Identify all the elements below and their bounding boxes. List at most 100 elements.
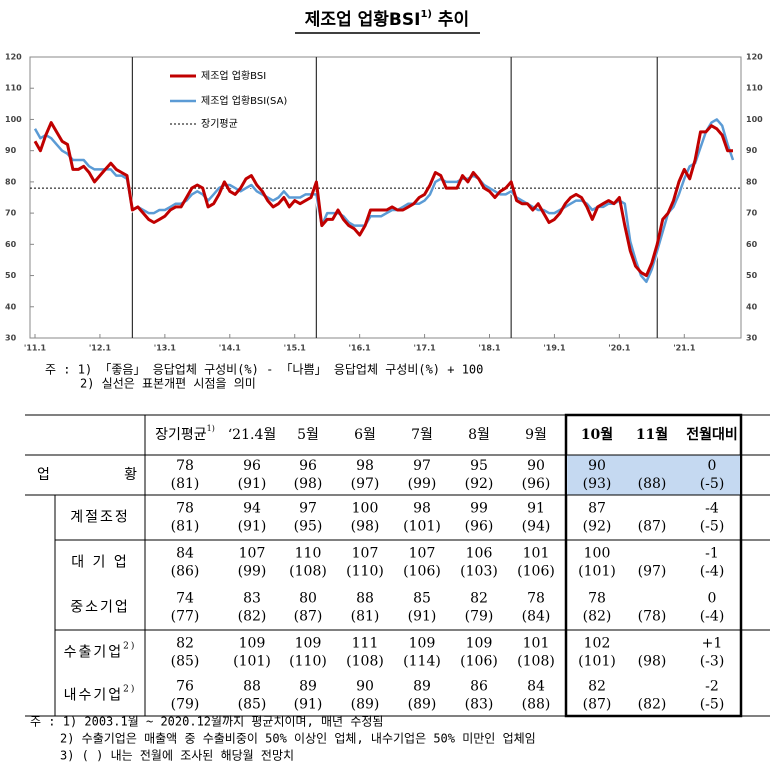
table-cell: 100 bbox=[584, 546, 611, 562]
table-cell: 96 bbox=[243, 458, 261, 474]
table-cell: (108) bbox=[289, 564, 327, 580]
table-cell: 82 bbox=[176, 636, 194, 652]
row-label-text: 내수기업 bbox=[64, 688, 124, 704]
table-cell: (91) bbox=[294, 697, 323, 713]
table-cell: (-5) bbox=[700, 697, 725, 713]
table-cell: (92) bbox=[583, 519, 612, 535]
table-cell: 109 bbox=[295, 636, 322, 652]
table-cell: 107 bbox=[239, 546, 266, 562]
table-cell: 97 bbox=[413, 458, 431, 474]
y2-tick-label: 80 bbox=[746, 177, 758, 186]
table-cell: (99) bbox=[238, 564, 267, 580]
y-tick-label: 90 bbox=[5, 146, 17, 155]
table-cell: 109 bbox=[239, 636, 266, 652]
table-cell: (81) bbox=[351, 609, 380, 625]
table-cell: 74 bbox=[176, 591, 194, 607]
table-cell: (79) bbox=[171, 697, 200, 713]
table-cell: (85) bbox=[171, 654, 200, 670]
table-cell: +1 bbox=[702, 636, 723, 652]
table-cell: (-4) bbox=[700, 564, 725, 580]
row-label-sup: 2) bbox=[123, 640, 136, 651]
table-cell: (98) bbox=[294, 476, 323, 492]
table-cell: (88) bbox=[638, 476, 667, 492]
table-cell: (-5) bbox=[700, 476, 725, 492]
chart-title: 제조업 업황BSI1) 추이 bbox=[305, 9, 469, 30]
table-cell: 82 bbox=[588, 679, 606, 695]
header-text: 전월대비 bbox=[686, 426, 738, 443]
table-cell: 0 bbox=[708, 458, 717, 474]
y2-tick-label: 50 bbox=[746, 271, 758, 280]
table-cell: (91) bbox=[238, 519, 267, 535]
table-cell: 82 bbox=[470, 591, 488, 607]
table-cell: 107 bbox=[409, 546, 436, 562]
table-cell: (108) bbox=[517, 654, 555, 670]
y-tick-label: 30 bbox=[5, 334, 17, 343]
table-cell: 89 bbox=[413, 679, 431, 695]
column-header: 8월 bbox=[468, 427, 490, 443]
table-cell: (-3) bbox=[700, 654, 725, 670]
row-label-text: 수출기업 bbox=[64, 645, 124, 661]
row-label-sup: 2) bbox=[123, 683, 136, 694]
row-label-text: 업 황 bbox=[37, 467, 137, 483]
column-header: 6월 bbox=[354, 427, 376, 443]
row-label: 수출기업2) bbox=[64, 640, 137, 661]
chart-note: 2) 실선은 표본개편 시점을 의미 bbox=[80, 377, 256, 391]
table-cell: 101 bbox=[523, 546, 550, 562]
table-cell: (-5) bbox=[700, 519, 725, 535]
table-cell: 78 bbox=[176, 501, 194, 517]
title-main: 제조업 업황BSI bbox=[305, 10, 421, 30]
table-cell: 87 bbox=[588, 501, 606, 517]
table-cell: (97) bbox=[351, 476, 380, 492]
table-cell: (99) bbox=[408, 476, 437, 492]
row-label: 내수기업2) bbox=[64, 683, 137, 704]
header-text: 8월 bbox=[468, 427, 490, 443]
table-cell: 84 bbox=[176, 546, 194, 562]
table-cell: 0 bbox=[708, 591, 717, 607]
table-cell: 109 bbox=[409, 636, 436, 652]
header-text: 11월 bbox=[636, 426, 668, 443]
x-tick-label: '21.1 bbox=[673, 344, 696, 353]
table-cell: (94) bbox=[522, 519, 551, 535]
table-cell: (85) bbox=[238, 697, 267, 713]
table-cell: 86 bbox=[470, 679, 488, 695]
table-cell: 90 bbox=[356, 679, 374, 695]
table-cell: (106) bbox=[517, 564, 555, 580]
row-label: 계절조정 bbox=[70, 510, 130, 526]
column-header: 장기평균1) bbox=[155, 424, 215, 443]
y2-tick-label: 70 bbox=[746, 209, 758, 218]
y-tick-label: 40 bbox=[5, 302, 17, 311]
column-header: 9월 bbox=[525, 427, 547, 443]
table-cell: (98) bbox=[351, 519, 380, 535]
column-header: 10월 bbox=[581, 426, 613, 443]
x-tick-label: '11.1 bbox=[24, 344, 47, 353]
table-cell: (101) bbox=[578, 564, 616, 580]
header-text: 장기평균 bbox=[155, 427, 207, 443]
row-label: 업 황 bbox=[37, 467, 137, 483]
x-tick-label: '20.1 bbox=[608, 344, 631, 353]
column-header: 5월 bbox=[297, 427, 319, 443]
table-cell: 110 bbox=[295, 546, 322, 562]
table-cell: 101 bbox=[523, 636, 550, 652]
table-cell: 90 bbox=[527, 458, 545, 474]
table-cell: 78 bbox=[527, 591, 545, 607]
title-sup: 1) bbox=[420, 9, 432, 20]
legend-label: 제조업 업황BSI(SA) bbox=[201, 94, 287, 107]
table-cell: 111 bbox=[352, 636, 379, 652]
title-suffix: 추이 bbox=[438, 10, 469, 30]
table-cell: (95) bbox=[294, 519, 323, 535]
table-cell: 80 bbox=[299, 591, 317, 607]
table-cell: (88) bbox=[522, 697, 551, 713]
table-cell: (114) bbox=[403, 654, 441, 670]
table-cell: (106) bbox=[460, 654, 498, 670]
x-tick-label: '13.1 bbox=[154, 344, 177, 353]
table-cell: (83) bbox=[465, 697, 494, 713]
table-cell: (101) bbox=[233, 654, 271, 670]
table-cell: 78 bbox=[588, 591, 606, 607]
column-header: 11월 bbox=[636, 426, 668, 443]
table-cell: 107 bbox=[352, 546, 379, 562]
y-tick-label: 110 bbox=[5, 84, 22, 93]
table-cell: (101) bbox=[403, 519, 441, 535]
table-cell: (98) bbox=[638, 654, 667, 670]
table-cell: -1 bbox=[705, 546, 719, 562]
x-tick-label: '15.1 bbox=[284, 344, 307, 353]
